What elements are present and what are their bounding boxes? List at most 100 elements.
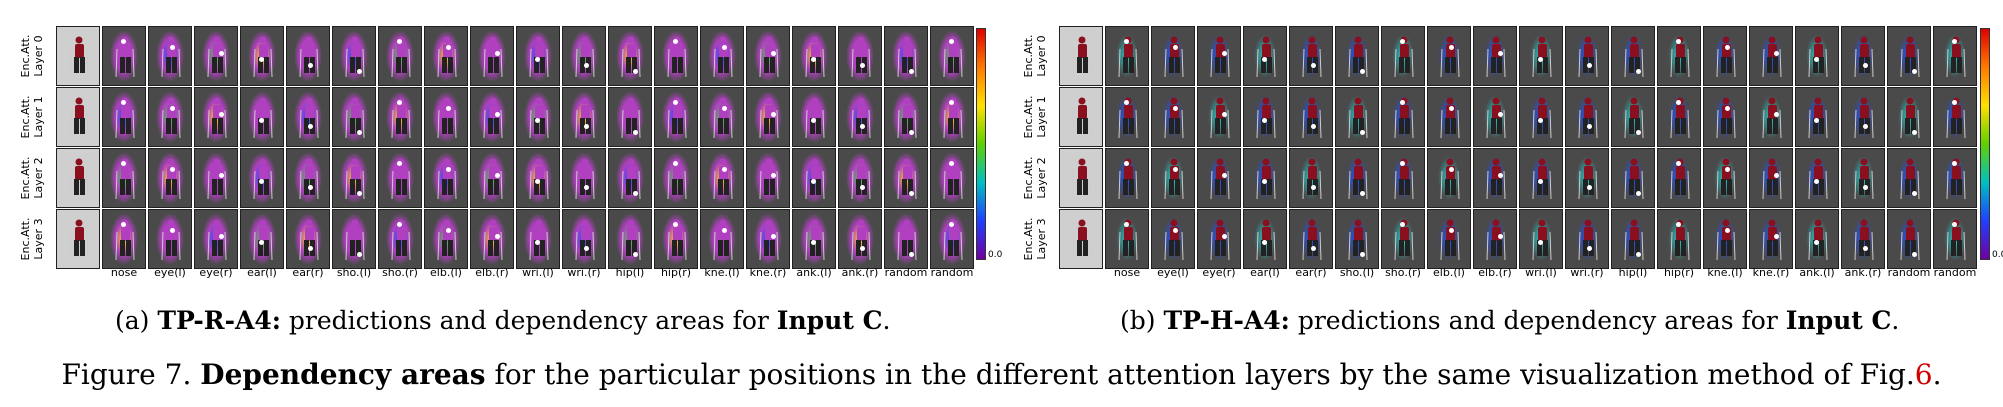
- subcaption-b-suffix: .: [1891, 306, 1900, 335]
- keypoint-marker: [1636, 252, 1641, 257]
- attention-map-cell: [286, 87, 330, 147]
- attention-map-cell: [746, 209, 790, 269]
- keypoint-marker: [722, 106, 727, 111]
- row-label-line1: Enc.Att.: [19, 217, 32, 261]
- skier-figure: [897, 158, 917, 200]
- row-label-line1: Enc.Att.: [1022, 34, 1035, 78]
- keypoint-marker: [397, 222, 402, 227]
- attention-map-cell: [608, 148, 652, 208]
- attention-map-cell: [654, 26, 698, 86]
- attention-map-cell: [1473, 209, 1517, 269]
- keypoint-marker: [121, 222, 126, 227]
- attention-map-cell: [1519, 87, 1563, 147]
- column-label: wri.(r): [1570, 266, 1604, 279]
- column-label: ank.(r): [841, 266, 879, 279]
- column-label: kne.(r): [1752, 266, 1790, 279]
- skier-figure: [1808, 158, 1828, 200]
- keypoint-marker: [1360, 69, 1365, 74]
- attention-map-cell: [1795, 209, 1839, 269]
- skier-figure: [1486, 219, 1506, 261]
- column-label: random: [1887, 266, 1931, 279]
- attention-map-cell: [884, 26, 928, 86]
- attention-map-cell: [1887, 209, 1931, 269]
- keypoint-marker: [1952, 39, 1957, 44]
- attention-map-cell: [332, 87, 376, 147]
- keypoint-marker: [1311, 63, 1316, 68]
- attention-map-cell: [1289, 209, 1333, 269]
- attention-map-cell: [1519, 148, 1563, 208]
- attention-map-cell: [1381, 148, 1425, 208]
- column-label: hip(l): [1618, 266, 1648, 279]
- keypoint-marker: [584, 246, 589, 251]
- attention-map-cell: [1703, 209, 1747, 269]
- skier-figure: [1164, 36, 1184, 78]
- attention-map-cell: [884, 87, 928, 147]
- attention-map-cell: [608, 87, 652, 147]
- skier-figure: [1854, 36, 1874, 78]
- keypoint-marker: [673, 222, 678, 227]
- figure-caption-label: Figure 7.: [61, 358, 192, 391]
- keypoint-marker: [1912, 191, 1917, 196]
- skier-figure: [1440, 219, 1460, 261]
- subcaption-b-input: Input C: [1785, 306, 1892, 335]
- keypoint-marker: [949, 161, 954, 166]
- keypoint-marker: [1498, 173, 1503, 178]
- keypoint-marker: [397, 39, 402, 44]
- keypoint-marker: [633, 69, 638, 74]
- skier-figure: [1256, 219, 1276, 261]
- keypoint-marker: [722, 45, 727, 50]
- figure-caption-end: .: [1932, 358, 1942, 391]
- column-label: ank.(l): [1799, 266, 1835, 279]
- keypoint-marker: [1124, 222, 1129, 227]
- attention-map-cell: [424, 209, 468, 269]
- skier-figure: [253, 97, 273, 139]
- attention-map-cell: [1335, 87, 1379, 147]
- skier-figure: [1118, 219, 1138, 261]
- attention-map-cell: [1795, 26, 1839, 86]
- attention-map-cell: [240, 87, 284, 147]
- attention-map-cell: [1841, 26, 1885, 86]
- skier-figure: [299, 36, 319, 78]
- attention-map-cell: [700, 87, 744, 147]
- row-label-line1: Enc.Att.: [1022, 156, 1035, 200]
- column-label: nose: [1113, 266, 1141, 279]
- keypoint-marker: [633, 191, 638, 196]
- keypoint-marker: [170, 45, 175, 50]
- attention-map-cell: [194, 148, 238, 208]
- keypoint-marker: [771, 173, 776, 178]
- attention-map-cell: [102, 148, 146, 208]
- attention-map-cell: [240, 148, 284, 208]
- skier-figure: [253, 219, 273, 261]
- keypoint-marker: [259, 57, 264, 62]
- attention-map-cell: [838, 87, 882, 147]
- keypoint-marker: [1449, 106, 1454, 111]
- keypoint-marker: [1262, 57, 1267, 62]
- keypoint-marker: [1124, 39, 1129, 44]
- keypoint-marker: [1311, 246, 1316, 251]
- skier-figure: [1210, 97, 1230, 139]
- keypoint-marker: [446, 228, 451, 233]
- column-label: hip(r): [660, 266, 692, 279]
- row-label-line2: Layer 0: [32, 35, 45, 77]
- skier-figure: [299, 97, 319, 139]
- attention-map-cell: [746, 148, 790, 208]
- panel-b-colorbar: [1980, 28, 1990, 260]
- attention-map-cell: [470, 209, 514, 269]
- row-label-line2: Layer 2: [1035, 157, 1048, 199]
- skier-figure: [621, 97, 641, 139]
- figure-caption-ref[interactable]: 6: [1914, 358, 1933, 391]
- column-label: elb.(r): [475, 266, 509, 279]
- attention-map-cell: [1381, 26, 1425, 86]
- column-label: ank.(l): [796, 266, 832, 279]
- column-label: random: [1933, 266, 1977, 279]
- keypoint-marker: [1774, 51, 1779, 56]
- skier-figure: [759, 219, 779, 261]
- skier-figure: [943, 219, 963, 261]
- keypoint-marker: [259, 118, 264, 123]
- keypoint-marker: [121, 39, 126, 44]
- attention-map-cell: [700, 148, 744, 208]
- keypoint-marker: [1498, 51, 1503, 56]
- keypoint-marker: [1400, 39, 1405, 44]
- keypoint-marker: [771, 51, 776, 56]
- keypoint-marker: [1400, 161, 1405, 166]
